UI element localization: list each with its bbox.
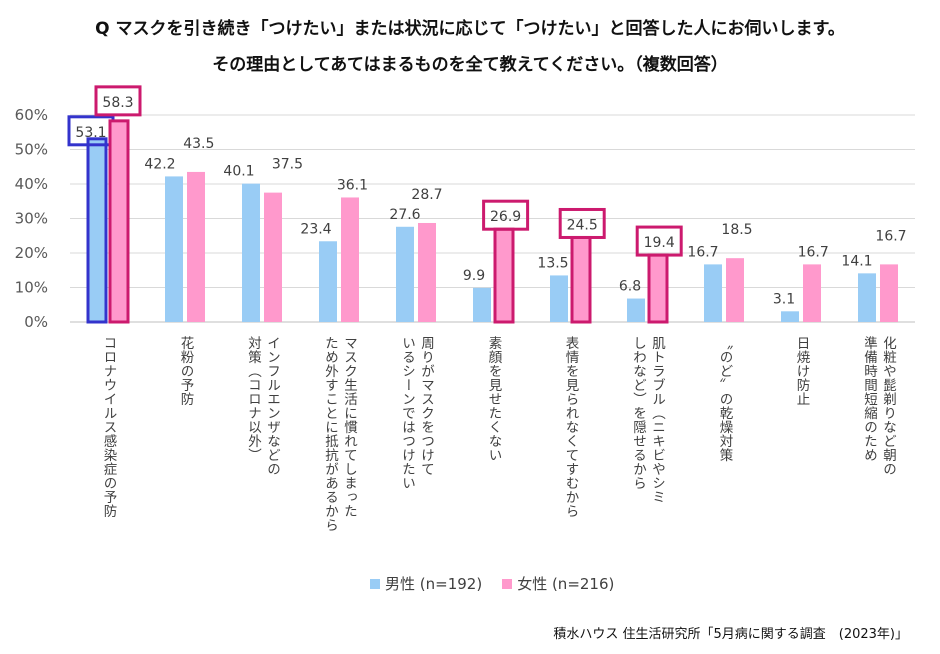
bar-female <box>570 235 592 324</box>
bar-male <box>86 137 108 324</box>
x-category-label-line: 素顔を見せたくない <box>485 336 502 462</box>
bar-female <box>880 264 898 322</box>
data-label: 58.3 <box>102 95 133 111</box>
x-category-label-line: ため外すことに抵抗があるから <box>322 336 338 532</box>
data-label: 23.4 <box>300 221 331 237</box>
x-category-label-line: 対策（コロナ以外） <box>245 336 261 462</box>
bar-female <box>803 264 821 322</box>
bar-male <box>858 273 876 322</box>
x-category-label-line: 日焼け防止 <box>793 336 810 406</box>
y-tick-label: 0% <box>24 313 48 331</box>
x-category-label-line: 肌トラブル（ニキビやシミ <box>649 336 665 504</box>
x-category-label: 化粧や髭剃りなど朝の 準備時間短縮のため <box>859 336 897 476</box>
legend-swatch-male <box>370 579 380 589</box>
data-label: 18.5 <box>721 222 752 238</box>
x-category-label-line: インフルエンザなどの <box>264 336 280 476</box>
x-category-label: 表情を見られなくてすむから <box>561 336 580 518</box>
legend-label-male: 男性 (n=192) <box>385 575 483 593</box>
x-category-label-line: 表情を見られなくてすむから <box>562 336 579 518</box>
x-category-label: 花粉の予防 <box>176 336 195 406</box>
x-category-label: インフルエンザなどの 対策（コロナ以外） <box>243 336 281 476</box>
x-category-label-line: いるシーンではつけたい <box>399 336 415 490</box>
bar-female <box>264 192 282 322</box>
x-category-label-line: 周りがマスクをつけて <box>418 336 434 476</box>
y-tick-label: 60% <box>15 106 48 124</box>
bar-female <box>341 197 359 322</box>
x-category-label-line: 花粉の予防 <box>177 336 194 406</box>
data-label: 26.9 <box>490 209 521 225</box>
data-label: 16.7 <box>687 244 718 260</box>
x-category-label-line: マスク生活に慣れてしまった <box>341 336 357 518</box>
x-category-label-line: 化粧や髭剃りなど朝の <box>880 336 896 476</box>
x-category-label: 素顔を見せたくない <box>484 336 503 462</box>
bar-female <box>647 253 669 324</box>
legend-swatch-female <box>502 579 513 589</box>
x-category-label: 日焼け防止 <box>792 336 811 406</box>
x-category-label-line: しわなど）を隠せるから <box>630 336 646 490</box>
y-tick-label: 50% <box>15 141 48 159</box>
y-tick-label: 20% <box>15 244 48 262</box>
data-label: 42.2 <box>144 156 175 172</box>
data-label: 3.1 <box>773 291 795 307</box>
x-category-label-line: 〝のど〟の乾燥対策 <box>716 336 733 462</box>
data-label: 6.8 <box>619 279 641 295</box>
x-category-label: 〝のど〟の乾燥対策 <box>715 336 734 462</box>
data-label: 16.7 <box>798 244 829 260</box>
y-tick-label: 40% <box>15 175 48 193</box>
bar-male <box>704 264 722 322</box>
highlight-box <box>94 85 142 117</box>
bar-male <box>550 275 568 322</box>
legend-label-female: 女性 (n=216) <box>517 575 615 593</box>
bar-male <box>242 183 260 322</box>
bar-male <box>165 176 183 322</box>
bar-female <box>493 227 515 324</box>
bar-male <box>781 311 799 322</box>
x-category-label: 肌トラブル（ニキビやシミ しわなど）を隠せるから <box>628 336 666 504</box>
bar-male <box>396 226 414 322</box>
highlight-box <box>558 207 606 239</box>
data-label: 19.4 <box>644 235 675 251</box>
x-category-label-line: コロナウイルス感染症の予防 <box>100 336 117 518</box>
x-category-label: 周りがマスクをつけて いるシーンではつけたい <box>397 336 435 490</box>
legend-item-male: 男性 (n=192) <box>370 573 482 594</box>
bar-male <box>473 287 491 322</box>
data-label: 14.1 <box>841 253 872 269</box>
y-tick-label: 10% <box>15 279 48 297</box>
data-label: 9.9 <box>463 268 485 284</box>
data-label: 13.5 <box>537 255 568 271</box>
highlight-box <box>635 225 683 257</box>
y-tick-label: 30% <box>15 210 48 228</box>
bar-male <box>319 241 337 322</box>
x-category-label-line: 準備時間短縮のため <box>861 336 877 462</box>
bar-male <box>627 298 645 322</box>
legend: 男性 (n=192) 女性 (n=216) <box>370 573 614 594</box>
data-label: 37.5 <box>272 157 303 173</box>
x-category-label: マスク生活に慣れてしまった ため外すことに抵抗があるから <box>320 336 358 532</box>
data-label: 16.7 <box>875 228 906 244</box>
chart-question-line2: その理由としてあてはまるものを全て教えてください。（複数回答） <box>212 55 728 75</box>
highlight-box <box>482 199 530 231</box>
data-label: 53.1 <box>75 125 106 141</box>
source-note: 積水ハウス 住生活研究所「5月病に関する調査 (2023年)」 <box>553 627 908 642</box>
data-label: 24.5 <box>567 217 598 233</box>
bar-female <box>187 171 205 322</box>
data-label: 43.5 <box>183 136 214 152</box>
legend-item-female: 女性 (n=216) <box>502 573 614 594</box>
bar-female <box>418 222 436 322</box>
data-label: 40.1 <box>223 164 254 180</box>
bar-female <box>108 119 130 324</box>
data-label: 36.1 <box>337 177 368 193</box>
data-label: 27.6 <box>389 207 420 223</box>
bar-female <box>726 258 744 322</box>
x-category-label: コロナウイルス感染症の予防 <box>99 336 118 518</box>
chart-question-line1: Q マスクを引き続き「つけたい」または状況に応じて「つけたい」と回答した人にお伺… <box>95 19 845 39</box>
data-label: 28.7 <box>411 187 442 203</box>
